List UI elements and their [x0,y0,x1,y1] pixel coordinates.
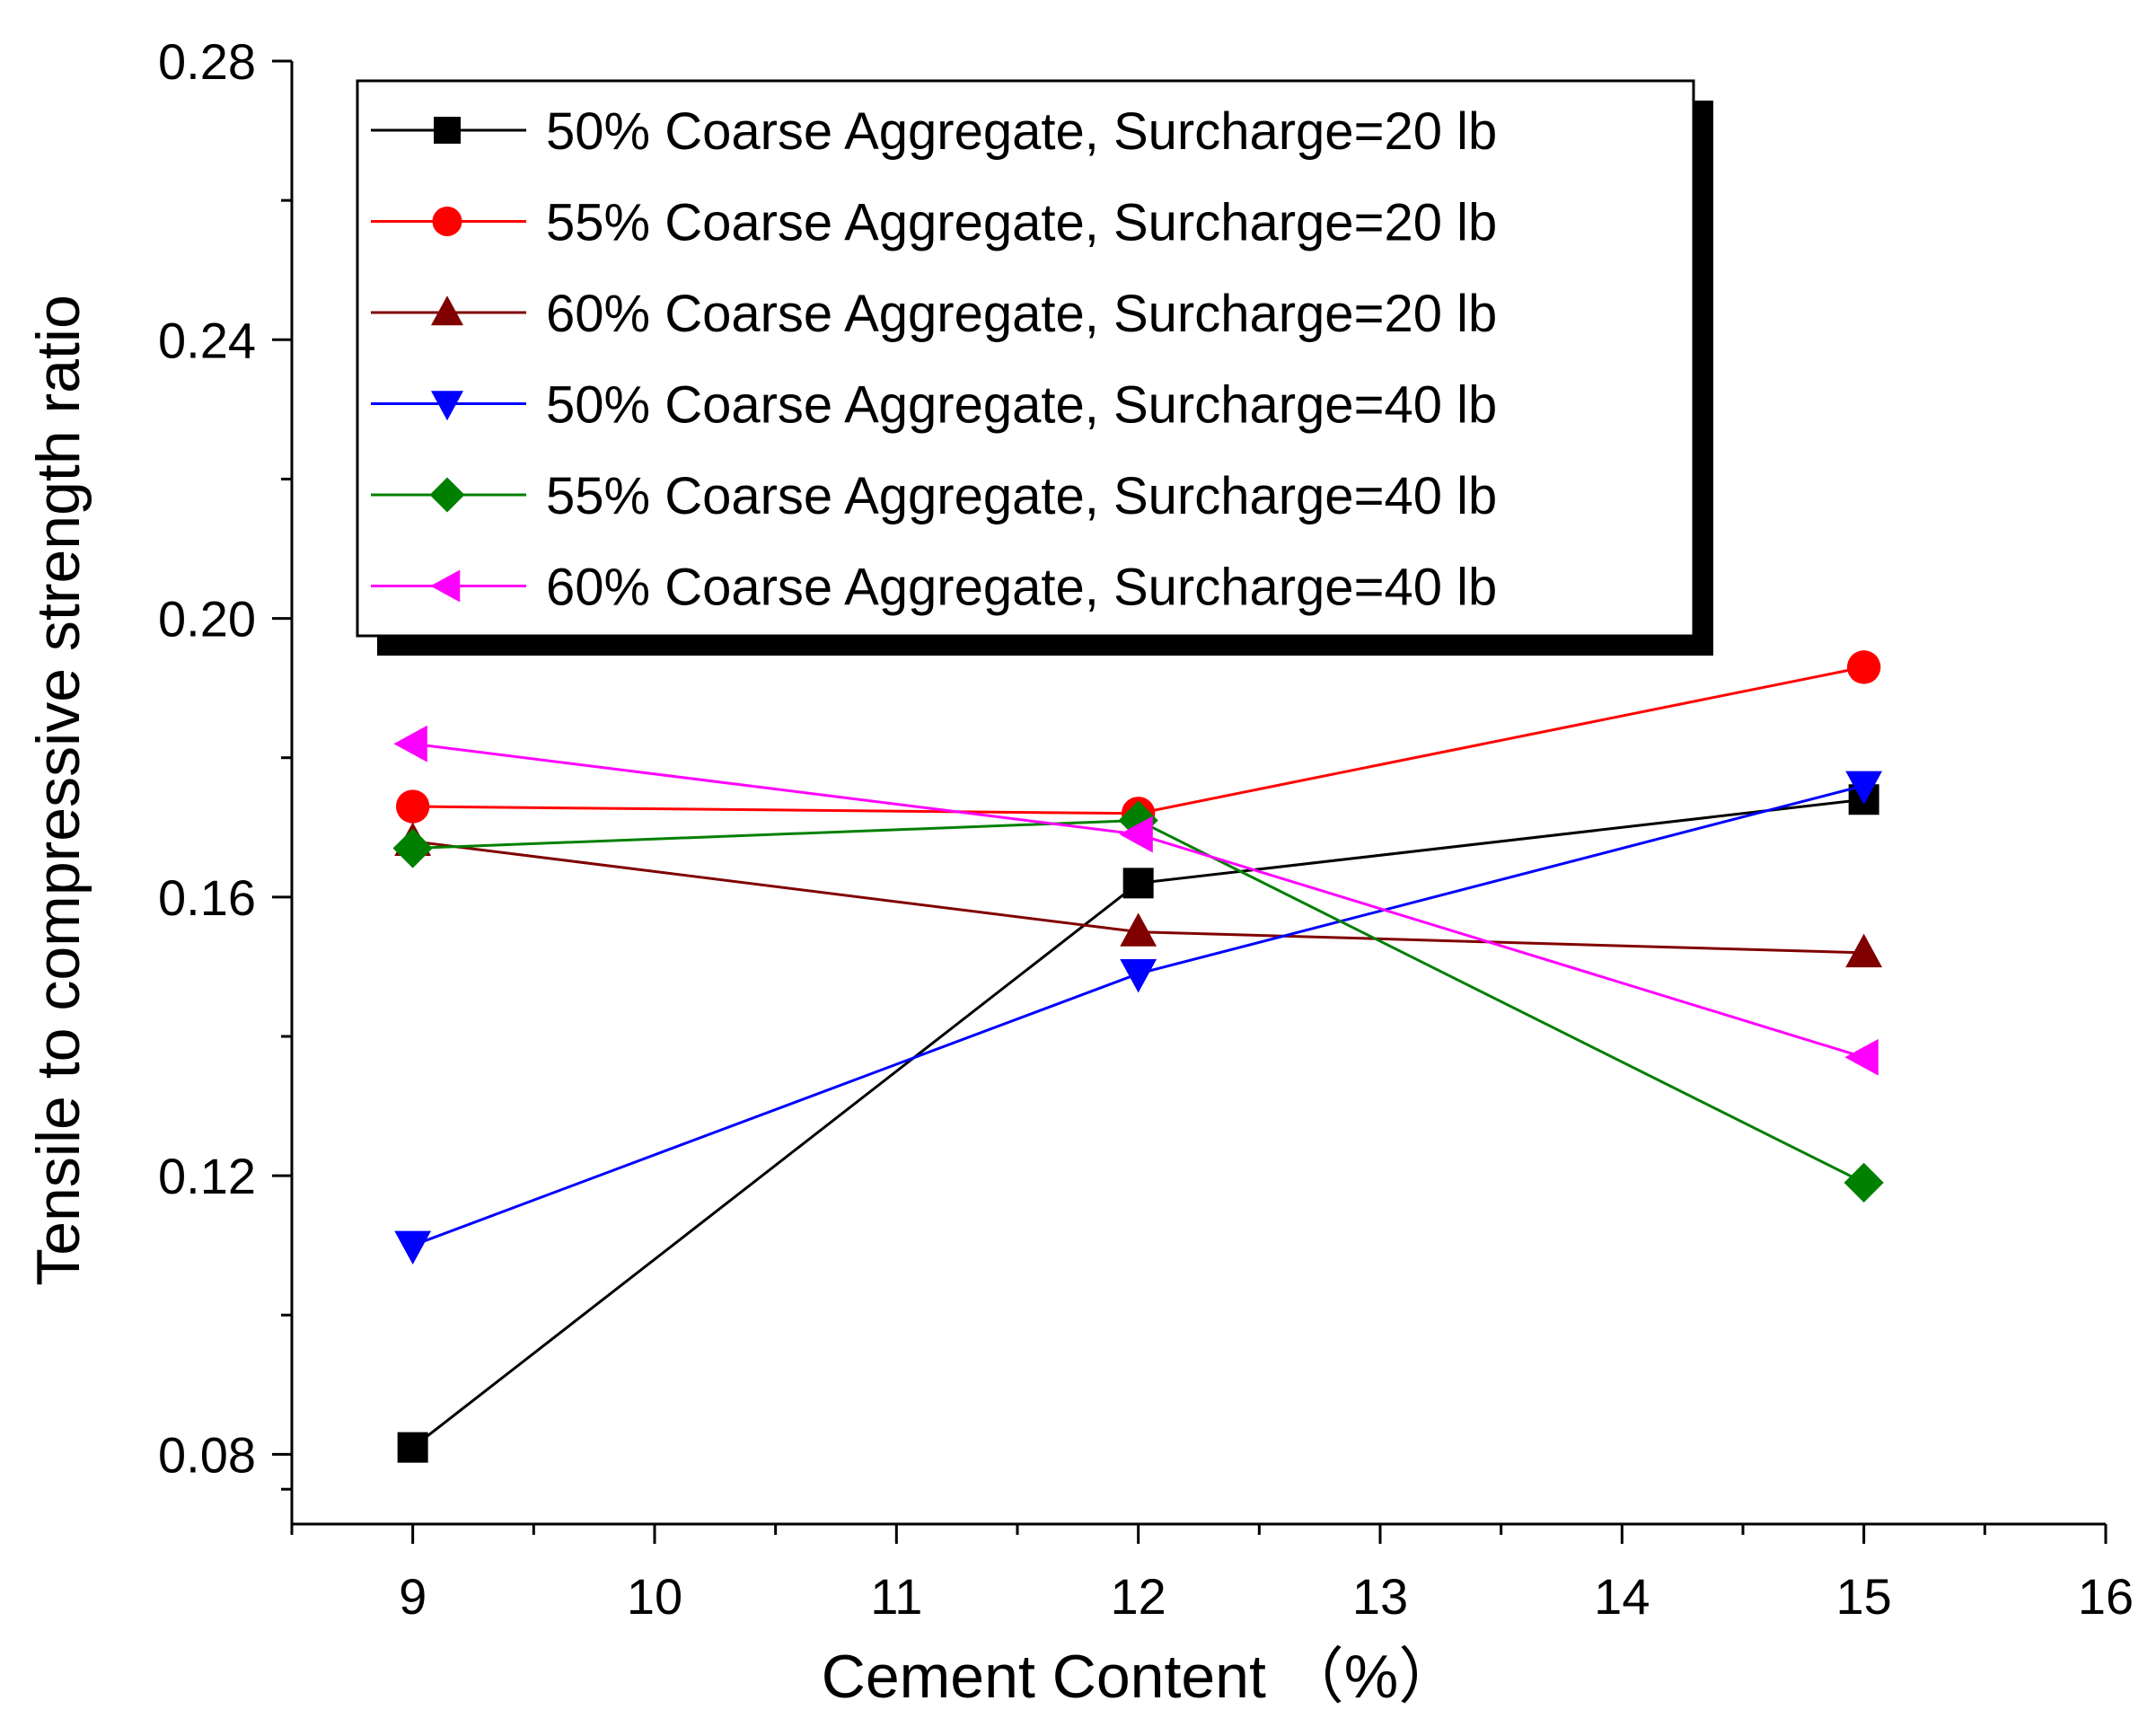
legend-marker [431,295,463,326]
series-5 [392,800,1884,1203]
data-point [1119,815,1153,853]
y-axis-title: Tensile to compressive strength ratio [24,295,92,1286]
data-point [392,828,433,868]
y-tick-label: 0.20 [158,591,256,648]
data-point [395,789,430,824]
series-4 [394,771,1883,1265]
legend-entry: 55% Coarse Aggregate, Surcharge=40 lb [371,467,1497,525]
series-1 [397,784,1879,1463]
data-point [1844,1162,1884,1203]
series-line [412,784,1865,1247]
legend-label: 60% Coarse Aggregate, Surcharge=20 lb [546,285,1497,343]
legend-label: 55% Coarse Aggregate, Surcharge=20 lb [546,194,1497,252]
x-tick-label: 11 [870,1568,922,1625]
y-tick-label: 0.28 [158,33,256,90]
series-line [412,742,1865,1059]
series-line [412,665,1864,815]
x-tick-label: 9 [399,1568,427,1625]
x-tick-label: 10 [627,1568,682,1625]
legend-entry: 60% Coarse Aggregate, Surcharge=40 lb [371,559,1497,617]
data-point [394,1230,432,1265]
axes: 9 10 11 12 13 14 15 16 0.08 0.12 0.16 0.20 0.24 0.28 [158,33,2134,1625]
legend-entry: 60% Coarse Aggregate, Surcharge=20 lb [371,285,1497,343]
data-point [1845,933,1883,968]
series-layer [392,650,1884,1463]
legend-marker [429,477,465,513]
legend-box [356,79,1695,638]
legend-marker [434,117,461,144]
legend: 50% Coarse Aggregate, Surcharge=20 lb 55%… [356,79,1695,638]
data-point [393,725,427,762]
data-point [1845,771,1883,805]
x-tick-label: 14 [1594,1568,1650,1625]
x-tick-label: 12 [1111,1568,1166,1625]
data-point [397,1432,428,1463]
legend-entry: 50% Coarse Aggregate, Surcharge=40 lb [371,376,1497,435]
data-point [1844,1038,1879,1076]
legend-entry: 50% Coarse Aggregate, Surcharge=20 lb [371,102,1497,161]
data-point [1122,868,1154,899]
legend-label: 50% Coarse Aggregate, Surcharge=40 lb [546,376,1497,435]
legend-marker [431,391,463,421]
legend-label: 50% Coarse Aggregate, Surcharge=20 lb [546,102,1497,161]
x-axis-title: Cement Content （%） [822,1643,1460,1711]
y-tick-label: 0.16 [158,869,256,926]
legend-marker [432,207,462,236]
legend-label: 60% Coarse Aggregate, Surcharge=40 lb [546,559,1497,617]
data-point [1120,912,1157,947]
y-tick-label: 0.08 [158,1426,256,1483]
x-tick-label: 16 [2078,1568,2134,1625]
x-tick-label: 15 [1836,1568,1892,1625]
y-tick-label: 0.24 [158,312,256,368]
legend-label: 55% Coarse Aggregate, Surcharge=40 lb [546,467,1497,525]
series-6 [393,725,1879,1076]
legend-entry: 55% Coarse Aggregate, Surcharge=20 lb [371,194,1497,252]
legend-marker [430,569,461,603]
x-tick-label: 13 [1352,1568,1408,1625]
y-tick-label: 0.12 [158,1148,256,1204]
data-point [1846,650,1881,684]
data-point [1120,959,1157,993]
